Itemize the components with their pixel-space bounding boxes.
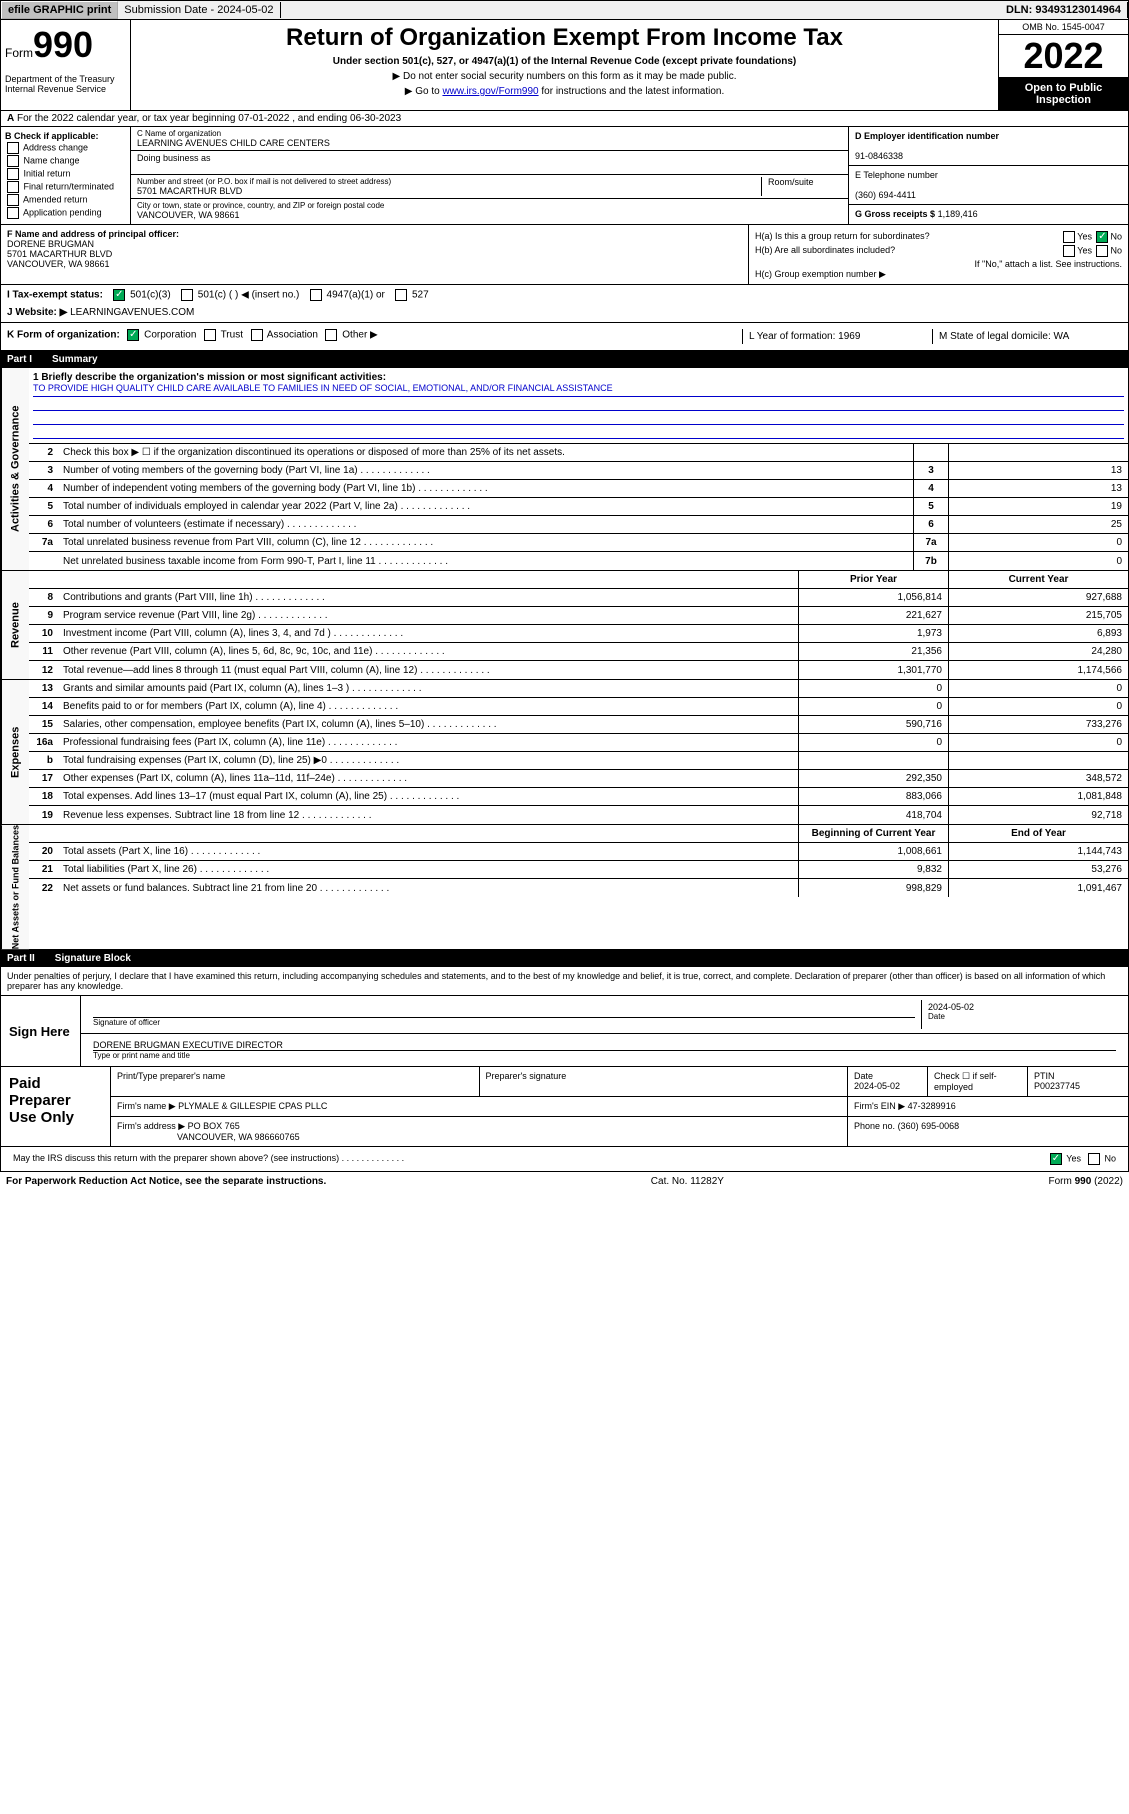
summary-row: 6Total number of volunteers (estimate if… — [29, 516, 1128, 534]
cb-amended[interactable]: Amended return — [5, 194, 126, 206]
sig-officer-label: Signature of officer — [93, 1018, 915, 1027]
year-header-row: Prior YearCurrent Year — [29, 571, 1128, 589]
summary-row: 15Salaries, other compensation, employee… — [29, 716, 1128, 734]
summary-row: 17Other expenses (Part IX, column (A), l… — [29, 770, 1128, 788]
cb-final-return[interactable]: Final return/terminated — [5, 181, 126, 193]
discuss-row: May the IRS discuss this return with the… — [1, 1146, 1128, 1171]
firm-name: PLYMALE & GILLESPIE CPAS PLLC — [178, 1101, 327, 1111]
summary-row: 16aProfessional fundraising fees (Part I… — [29, 734, 1128, 752]
efile-print-button[interactable]: efile GRAPHIC print — [1, 1, 118, 19]
ssn-warning: ▶ Do not enter social security numbers o… — [135, 71, 994, 82]
website: LEARNINGAVENUES.COM — [70, 307, 194, 318]
form-of-org: K Form of organization: Corporation Trus… — [7, 329, 742, 344]
firm-ein: 47-3289916 — [908, 1101, 956, 1111]
open-inspection: Open to Public Inspection — [999, 78, 1128, 110]
tax-year: 2022 — [999, 35, 1128, 78]
instructions-link-row: ▶ Go to www.irs.gov/Form990 for instruct… — [135, 86, 994, 97]
summary-row: Net unrelated business taxable income fr… — [29, 552, 1128, 570]
dln: DLN: 93493123014964 — [1000, 2, 1128, 18]
part2-header: Part IISignature Block — [0, 950, 1129, 967]
summary-row: 3Number of voting members of the governi… — [29, 462, 1128, 480]
cb-application-pending[interactable]: Application pending — [5, 207, 126, 219]
summary-row: 13Grants and similar amounts paid (Part … — [29, 680, 1128, 698]
page-footer: For Paperwork Reduction Act Notice, see … — [0, 1172, 1129, 1191]
ptin: P00237745 — [1034, 1081, 1080, 1091]
sign-here-label: Sign Here — [1, 996, 81, 1066]
officer-name: DORENE BRUGMAN EXECUTIVE DIRECTOR — [93, 1040, 1116, 1051]
firm-name-row: Firm's name ▶ PLYMALE & GILLESPIE CPAS P… — [111, 1097, 1128, 1117]
summary-row: 10Investment income (Part VIII, column (… — [29, 625, 1128, 643]
irs-link[interactable]: www.irs.gov/Form990 — [442, 86, 538, 97]
firm-phone: (360) 695-0068 — [898, 1121, 960, 1131]
summary-row: 22Net assets or fund balances. Subtract … — [29, 879, 1128, 897]
mission-text: TO PROVIDE HIGH QUALITY CHILD CARE AVAIL… — [33, 383, 1124, 397]
form-title: Return of Organization Exempt From Incom… — [135, 24, 994, 52]
mission-block: 1 Briefly describe the organization's mi… — [29, 368, 1128, 444]
summary-row: 8Contributions and grants (Part VIII, li… — [29, 589, 1128, 607]
summary-row: 19Revenue less expenses. Subtract line 1… — [29, 806, 1128, 824]
balance-header-row: Beginning of Current YearEnd of Year — [29, 825, 1128, 843]
gross-receipts: 1,189,416 — [938, 209, 978, 219]
summary-row: 9Program service revenue (Part VIII, lin… — [29, 607, 1128, 625]
state-domicile: M State of legal domicile: WA — [932, 329, 1122, 344]
org-name: LEARNING AVENUES CHILD CARE CENTERS — [137, 138, 842, 148]
summary-row: 4Number of independent voting members of… — [29, 480, 1128, 498]
vtab-revenue: Revenue — [1, 571, 29, 679]
cb-address-change[interactable]: Address change — [5, 142, 126, 154]
year-formation: L Year of formation: 1969 — [742, 329, 932, 344]
form-subtitle: Under section 501(c), 527, or 4947(a)(1)… — [135, 56, 994, 67]
perjury-declaration: Under penalties of perjury, I declare th… — [1, 967, 1128, 995]
paid-preparer-label: Paid Preparer Use Only — [1, 1067, 111, 1146]
preparer-header-row: Print/Type preparer's name Preparer's si… — [111, 1067, 1128, 1097]
col-b-checkboxes: B Check if applicable: Address change Na… — [1, 127, 131, 224]
form-header: Form990 Department of the Treasury Inter… — [0, 20, 1129, 111]
form-number: Form990 — [5, 24, 126, 66]
omb-number: OMB No. 1545-0047 — [999, 20, 1128, 35]
street-address: 5701 MACARTHUR BLVD — [137, 186, 761, 196]
ein: 91-0846338 — [855, 151, 903, 161]
summary-row: 7aTotal unrelated business revenue from … — [29, 534, 1128, 552]
dba-row: Doing business as — [131, 151, 848, 175]
ein-row: D Employer identification number 91-0846… — [849, 127, 1128, 166]
row-a-tax-year: A For the 2022 calendar year, or tax yea… — [0, 111, 1129, 127]
summary-row: 12Total revenue—add lines 8 through 11 (… — [29, 661, 1128, 679]
summary-row: 11Other revenue (Part VIII, column (A), … — [29, 643, 1128, 661]
gross-receipts-row: G Gross receipts $ 1,189,416 — [849, 205, 1128, 223]
summary-row: 20Total assets (Part X, line 16)1,008,66… — [29, 843, 1128, 861]
group-return: H(a) Is this a group return for subordin… — [748, 225, 1128, 284]
sig-date: 2024-05-02 — [928, 1002, 1116, 1012]
firm-addr-row: Firm's address ▶ PO BOX 765 VANCOUVER, W… — [111, 1117, 1128, 1146]
org-name-row: C Name of organization LEARNING AVENUES … — [131, 127, 848, 151]
summary-row: 14Benefits paid to or for members (Part … — [29, 698, 1128, 716]
part1-header: Part ISummary — [0, 351, 1129, 368]
dept-treasury: Department of the Treasury Internal Reve… — [5, 74, 126, 94]
street-row: Number and street (or P.O. box if mail i… — [131, 175, 848, 199]
vtab-net-assets: Net Assets or Fund Balances — [1, 825, 29, 949]
city-state-zip: VANCOUVER, WA 98661 — [137, 210, 842, 220]
phone-row: E Telephone number (360) 694-4411 — [849, 166, 1128, 205]
summary-row: 2Check this box ▶ ☐ if the organization … — [29, 444, 1128, 462]
tax-exempt-status: I Tax-exempt status: 501(c)(3) 501(c) ( … — [7, 289, 1122, 301]
summary-row: 21Total liabilities (Part X, line 26)9,8… — [29, 861, 1128, 879]
vtab-expenses: Expenses — [1, 680, 29, 824]
summary-row: 18Total expenses. Add lines 13–17 (must … — [29, 788, 1128, 806]
submission-date: Submission Date - 2024-05-02 — [118, 2, 280, 18]
topbar: efile GRAPHIC print Submission Date - 20… — [0, 0, 1129, 20]
website-row: J Website: ▶ LEARNINGAVENUES.COM — [7, 307, 1122, 318]
principal-officer: F Name and address of principal officer:… — [1, 225, 748, 284]
cb-name-change[interactable]: Name change — [5, 155, 126, 167]
phone: (360) 694-4411 — [855, 190, 916, 200]
city-row: City or town, state or province, country… — [131, 199, 848, 222]
cb-initial-return[interactable]: Initial return — [5, 168, 126, 180]
summary-row: 5Total number of individuals employed in… — [29, 498, 1128, 516]
summary-row: bTotal fundraising expenses (Part IX, co… — [29, 752, 1128, 770]
vtab-governance: Activities & Governance — [1, 368, 29, 570]
